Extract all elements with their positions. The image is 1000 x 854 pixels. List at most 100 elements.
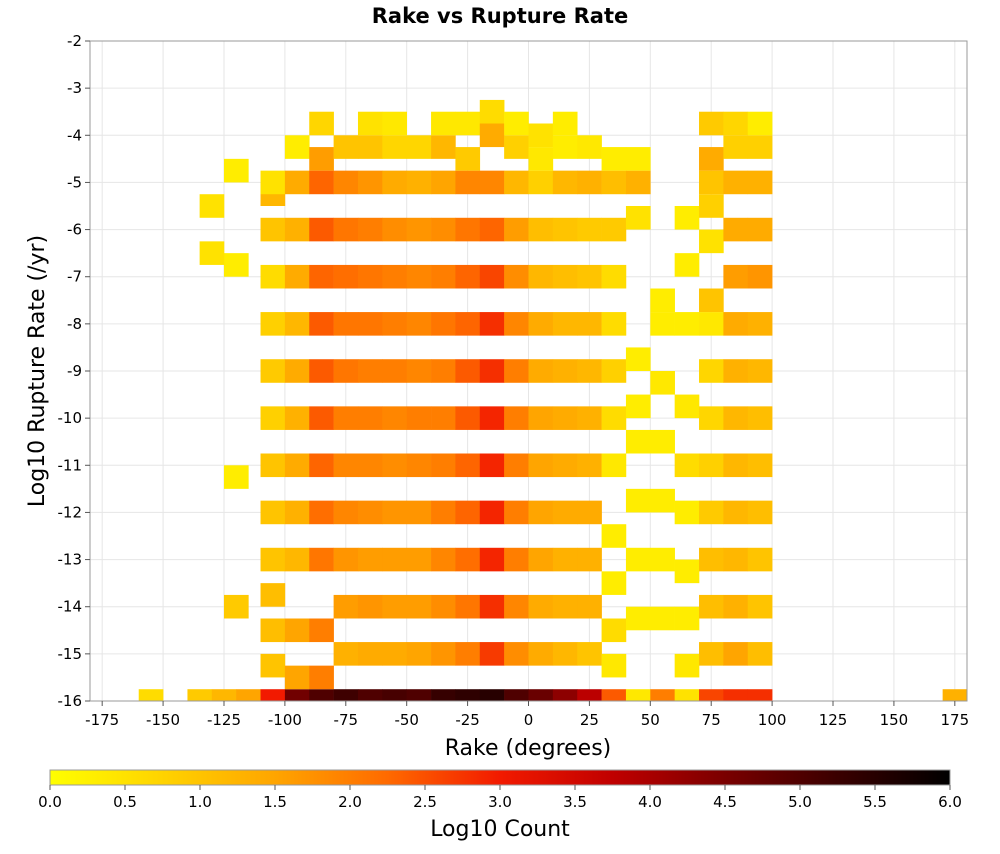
heatmap-cell — [357, 264, 383, 289]
heatmap-cell — [199, 194, 225, 218]
heatmap-cell — [699, 547, 724, 572]
heatmap-cell — [577, 547, 602, 572]
heatmap-cell — [479, 264, 505, 289]
colorbar-tick-label: 2.5 — [413, 793, 437, 811]
heatmap-cell — [357, 594, 383, 619]
heatmap-cell — [723, 594, 749, 619]
colorbar — [49, 769, 951, 786]
heatmap-cell — [504, 135, 529, 159]
heatmap-cell — [577, 453, 602, 478]
heatmap-cell — [223, 158, 249, 183]
heatmap-cell — [528, 147, 554, 171]
heatmap-cell — [699, 194, 724, 218]
heatmap-cell — [431, 547, 456, 572]
heatmap-cell — [455, 547, 481, 572]
heatmap-cell — [699, 312, 724, 336]
heatmap-cell — [504, 217, 529, 242]
heatmap-cell — [552, 312, 578, 336]
heatmap-cell — [406, 547, 432, 572]
heatmap-cell — [284, 618, 310, 643]
heatmap-cell — [528, 642, 554, 666]
heatmap-cell — [455, 111, 481, 136]
heatmap-cell — [601, 689, 627, 701]
heatmap-cell — [284, 264, 310, 289]
heatmap-cell — [455, 264, 481, 289]
heatmap-cell — [479, 500, 505, 525]
heatmap-cell — [747, 264, 773, 289]
heatmap-cell — [504, 406, 529, 430]
heatmap-cell — [674, 453, 700, 478]
heatmap-cell — [504, 170, 529, 195]
heatmap-cell — [528, 406, 554, 430]
y-tick-label: -12 — [58, 503, 83, 521]
heatmap-cell — [309, 547, 334, 572]
heatmap-cell — [382, 500, 407, 525]
heatmap-cell — [723, 547, 749, 572]
heatmap-cell — [406, 217, 432, 242]
heatmap-cell — [577, 135, 602, 159]
heatmap-cell — [382, 406, 407, 430]
heatmap-cell — [479, 642, 505, 666]
heatmap-cell — [723, 111, 749, 136]
x-tick-label: 100 — [758, 711, 787, 729]
heatmap-cell — [674, 206, 700, 230]
heatmap-cell — [260, 453, 286, 478]
heatmap-cell — [260, 653, 286, 678]
heatmap-cell — [260, 547, 286, 572]
heatmap-cell — [357, 312, 383, 336]
heatmap-cell — [699, 453, 724, 478]
heatmap-cell — [260, 618, 286, 643]
heatmap-cell — [577, 500, 602, 525]
heatmap-cell — [747, 170, 773, 195]
heatmap-cell — [382, 264, 407, 289]
heatmap-cell — [455, 170, 481, 195]
heatmap-cell — [309, 359, 334, 383]
heatmap-cell — [260, 406, 286, 430]
heatmap-cell — [309, 111, 334, 136]
colorbar-label: Log10 Count — [430, 817, 570, 842]
heatmap-cell — [333, 359, 359, 383]
heatmap-cell — [431, 453, 456, 478]
heatmap-cell — [601, 571, 627, 595]
heatmap-cell — [723, 264, 749, 289]
heatmap-cell — [601, 147, 627, 171]
heatmap-cell — [650, 371, 675, 395]
y-tick-label: -5 — [67, 173, 82, 191]
heatmap-cell — [601, 217, 627, 242]
heatmap-cell — [625, 347, 651, 371]
heatmap-cell — [479, 689, 505, 701]
heatmap-cell — [528, 170, 554, 195]
heatmap-cell — [674, 689, 700, 701]
heatmap-cell — [625, 547, 651, 572]
heatmap-cell — [528, 453, 554, 478]
heatmap-cell — [406, 594, 432, 619]
heatmap-cell — [382, 135, 407, 159]
y-tick-label: -9 — [67, 362, 82, 380]
heatmap-cell — [479, 453, 505, 478]
heatmap-cell — [382, 547, 407, 572]
heatmap-cell — [382, 594, 407, 619]
heatmap-cell — [406, 642, 432, 666]
heatmap-cell — [431, 689, 456, 701]
heatmap-cell — [431, 500, 456, 525]
heatmap-cell — [357, 500, 383, 525]
heatmap-cell — [699, 500, 724, 525]
heatmap-cell — [260, 312, 286, 336]
heatmap-cell — [528, 359, 554, 383]
y-tick-label: -16 — [58, 692, 83, 710]
colorbar-ticks: 0.0 0.5 1.0 1.5 2.0 2.5 3.0 3.5 4.0 4.5 5.0 5.5 6.0 — [38, 785, 962, 811]
heatmap-cell — [284, 359, 310, 383]
heatmap-cell — [236, 689, 261, 701]
heatmap-cell — [431, 170, 456, 195]
heatmap-cell — [333, 135, 359, 159]
heatmap-cell — [504, 689, 529, 701]
heatmap-cell — [723, 500, 749, 525]
heatmap-cell — [309, 406, 334, 430]
x-tick-label: 25 — [580, 711, 599, 729]
heatmap-cell — [528, 594, 554, 619]
heatmap-cell — [284, 217, 310, 242]
heatmap-cell — [357, 135, 383, 159]
heatmap-cell — [601, 524, 627, 548]
heatmap-cell — [406, 406, 432, 430]
